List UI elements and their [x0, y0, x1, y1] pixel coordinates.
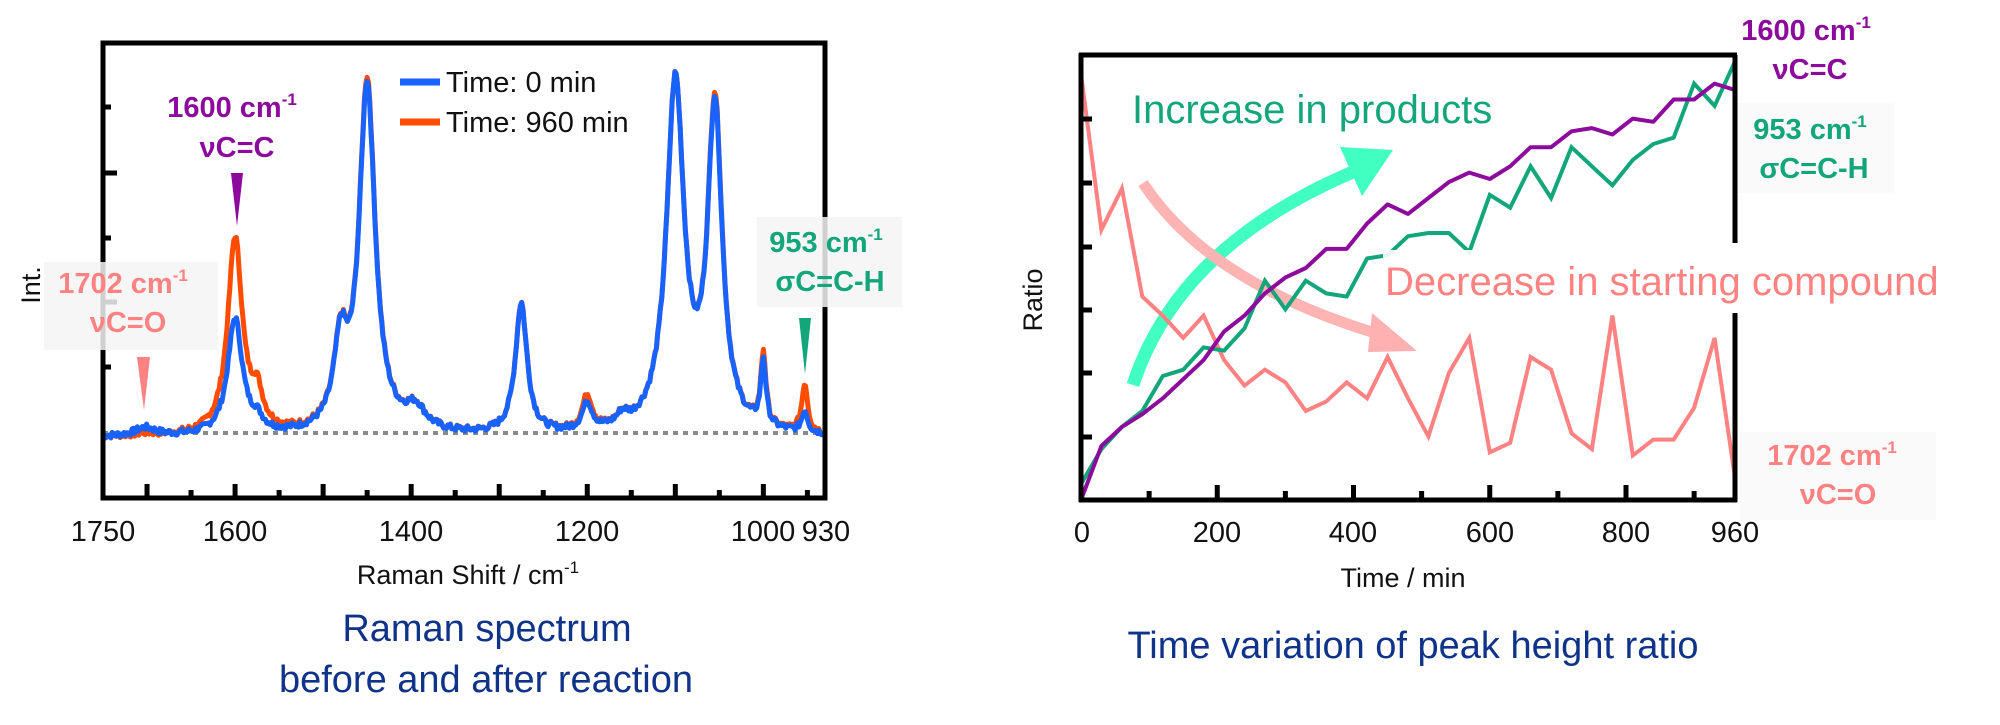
raman-spectrum-chart: 1750 1600 1400 1200 1000 930 Int. Raman …: [16, 40, 902, 701]
annotation-wavenumber: 1702 cm-1: [58, 266, 188, 300]
x-tick-label: 400: [1329, 517, 1377, 549]
x-tick-label: 930: [802, 516, 850, 548]
decrease-label-background: [1383, 250, 1983, 310]
annotation-mode: νC=O: [1800, 479, 1877, 511]
left-x-ticks: [144, 484, 810, 498]
peak-ratio-chart: 0 200 400 600 800 960 Ratio Time / min I…: [1018, 13, 1983, 667]
left-x-tick-labels: 1750 1600 1400 1200 1000 930: [71, 516, 850, 548]
annotation-mode: νC=C: [1773, 54, 1848, 86]
x-tick-label: 960: [1711, 517, 1759, 549]
x-tick-label: 200: [1193, 517, 1241, 549]
annotation-mode: νC=C: [200, 132, 275, 164]
annotation-wavenumber: 1600 cm-1: [1741, 13, 1871, 47]
x-tick-label: 1750: [71, 516, 136, 548]
x-tick-label: 800: [1602, 517, 1650, 549]
increase-label: Increase in products: [1132, 88, 1492, 132]
x-tick-label: 1000: [731, 516, 796, 548]
annotation-wavenumber: 1702 cm-1: [1767, 438, 1897, 472]
legend-label-960min: Time: 960 min: [446, 107, 629, 139]
right-y-axis-title: Ratio: [1018, 268, 1048, 331]
annotation-wavenumber: 953 cm-1: [769, 225, 882, 259]
right-caption: Time variation of peak height ratio: [1127, 625, 1698, 667]
right-annotation-1600-cc: 1600 cm-1 νC=C: [1741, 13, 1871, 86]
increase-arrow-icon: [1126, 147, 1393, 388]
x-axis-title-main: Raman Shift / cm: [357, 560, 564, 590]
series-1600-line: [1079, 81, 1736, 501]
x-tick-label: 1600: [203, 516, 268, 548]
left-x-axis-title: Raman Shift / cm-1: [357, 558, 579, 590]
marker-triangle-icon: [231, 173, 243, 226]
x-tick-label: 600: [1466, 517, 1514, 549]
decrease-arrow-icon: [1138, 179, 1417, 352]
x-axis-title-sup: -1: [564, 558, 579, 577]
right-y-ticks: [1081, 116, 1092, 440]
right-x-tick-labels: 0 200 400 600 800 960: [1074, 517, 1759, 549]
annotation-953-ch: 953 cm-1 σC=C-H: [757, 217, 902, 374]
annotation-mode: σC=C-H: [775, 266, 884, 298]
x-tick-label: 1200: [555, 516, 620, 548]
right-plot-frame: [1078, 52, 1738, 503]
marker-triangle-icon: [137, 357, 150, 410]
annotation-mode: σC=C-H: [1759, 153, 1868, 185]
annotation-background: [44, 262, 218, 350]
marker-triangle-icon: [799, 318, 811, 374]
annotation-wavenumber: 953 cm-1: [1753, 112, 1866, 146]
annotation-background: [1738, 103, 1894, 193]
x-tick-label: 1400: [379, 516, 444, 548]
annotation-mode: νC=O: [90, 307, 167, 339]
right-x-ticks: [1146, 485, 1697, 500]
right-annotation-1702-co: 1702 cm-1 νC=O: [1740, 432, 1936, 520]
annotation-background: [1740, 432, 1936, 520]
legend: Time: 0 min Time: 960 min: [400, 67, 629, 139]
annotation-wavenumber: 1600 cm-1: [167, 90, 297, 124]
left-caption-line1: Raman spectrum: [342, 608, 631, 650]
series-953-line: [1079, 60, 1737, 486]
right-x-axis-title: Time / min: [1340, 563, 1465, 593]
legend-label-0min: Time: 0 min: [446, 67, 596, 99]
left-y-axis-title: Int.: [16, 266, 46, 304]
spectrum-0min-line: [101, 69, 826, 441]
annotation-background: [757, 217, 902, 307]
series-1702-line: [1079, 73, 1737, 479]
left-caption-line2: before and after reaction: [279, 659, 693, 701]
annotation-1600-cc: 1600 cm-1 νC=C: [167, 90, 297, 226]
annotation-1702-co: 1702 cm-1 νC=O: [44, 262, 218, 410]
x-tick-label: 0: [1074, 517, 1090, 549]
right-annotation-953-ch: 953 cm-1 σC=C-H: [1738, 103, 1894, 193]
decrease-label: Decrease in starting compound: [1385, 260, 1939, 304]
